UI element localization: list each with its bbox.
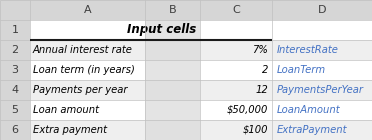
- Text: Loan amount: Loan amount: [33, 105, 99, 115]
- Bar: [200, 60, 272, 80]
- Text: 2: 2: [12, 45, 19, 55]
- Bar: [0, 120, 30, 140]
- Bar: [272, 100, 372, 120]
- Text: LoanTerm: LoanTerm: [277, 65, 326, 75]
- Bar: [272, 60, 372, 80]
- Text: InterestRate: InterestRate: [277, 45, 339, 55]
- Bar: [200, 20, 272, 40]
- Bar: [272, 20, 372, 40]
- Bar: [0, 20, 30, 40]
- Bar: [30, 40, 145, 60]
- Bar: [145, 80, 200, 100]
- Bar: [30, 20, 145, 40]
- Text: Input cells: Input cells: [127, 24, 196, 37]
- Text: D: D: [318, 5, 326, 15]
- Text: 12: 12: [255, 85, 268, 95]
- Text: 7%: 7%: [252, 45, 268, 55]
- Bar: [30, 120, 145, 140]
- Text: 1: 1: [12, 25, 19, 35]
- Bar: [0, 0, 372, 20]
- Bar: [30, 100, 145, 120]
- Bar: [145, 120, 200, 140]
- Bar: [200, 120, 272, 140]
- Text: Payments per year: Payments per year: [33, 85, 128, 95]
- Text: 5: 5: [12, 105, 19, 115]
- Text: Annual interest rate: Annual interest rate: [33, 45, 133, 55]
- Bar: [145, 60, 200, 80]
- Bar: [272, 80, 372, 100]
- Bar: [0, 60, 30, 80]
- Text: A: A: [84, 5, 91, 15]
- Text: LoanAmount: LoanAmount: [277, 105, 341, 115]
- Text: PaymentsPerYear: PaymentsPerYear: [277, 85, 364, 95]
- Bar: [272, 40, 372, 60]
- Bar: [200, 80, 272, 100]
- Text: $100: $100: [243, 125, 268, 135]
- Bar: [272, 120, 372, 140]
- Text: 3: 3: [12, 65, 19, 75]
- Bar: [145, 100, 200, 120]
- Text: 6: 6: [12, 125, 19, 135]
- Bar: [200, 40, 272, 60]
- Text: Loan term (in years): Loan term (in years): [33, 65, 135, 75]
- Text: ExtraPayment: ExtraPayment: [277, 125, 347, 135]
- Text: 2: 2: [262, 65, 268, 75]
- Bar: [30, 80, 145, 100]
- Text: $50,000: $50,000: [227, 105, 268, 115]
- Bar: [30, 60, 145, 80]
- Bar: [145, 40, 200, 60]
- Bar: [200, 100, 272, 120]
- Bar: [0, 100, 30, 120]
- Bar: [145, 20, 200, 40]
- Bar: [0, 40, 30, 60]
- Text: 4: 4: [12, 85, 19, 95]
- Text: Extra payment: Extra payment: [33, 125, 107, 135]
- Text: C: C: [232, 5, 240, 15]
- Bar: [0, 80, 30, 100]
- Text: B: B: [169, 5, 176, 15]
